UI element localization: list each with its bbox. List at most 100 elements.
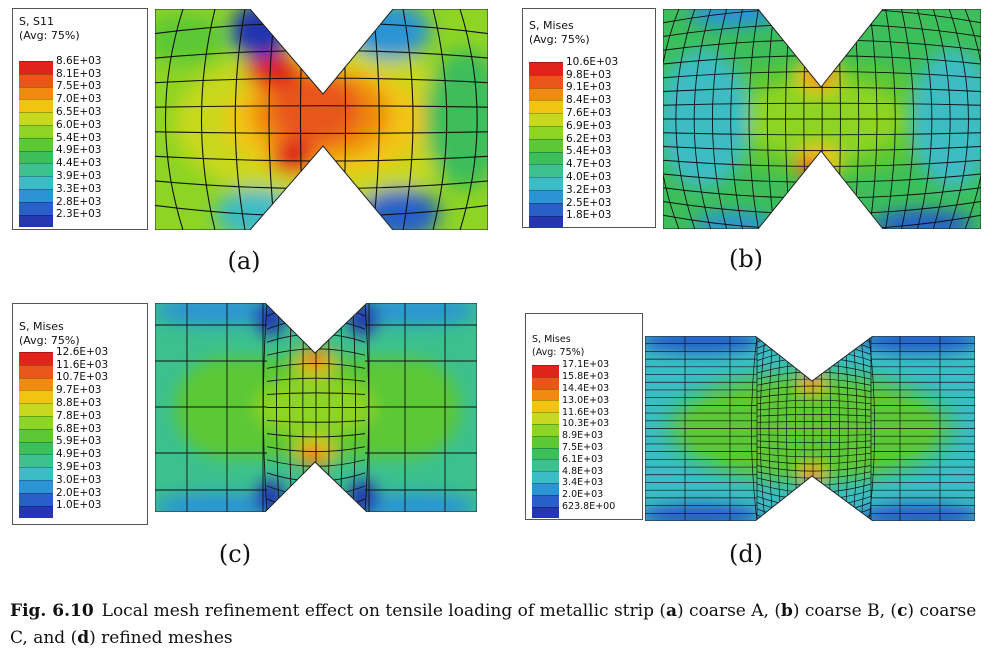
mesh-edge [751,336,758,521]
mesh-edge [663,146,981,152]
mesh-edge [756,399,872,405]
mesh-edge [675,9,696,229]
mesh-edge [693,9,712,229]
mesh-edge [932,9,951,229]
legend-tick-label: 11.6E+03 [56,358,109,371]
mesh-edge [756,514,872,521]
legend-tick-label: 4.8E+03 [562,465,604,477]
legend-swatch [19,492,53,506]
legend-tick-label: 4.9E+03 [56,448,102,461]
legend-swatch [532,447,559,460]
legend-tick-label: 2.0E+03 [56,486,102,499]
mesh-edge [164,9,184,230]
legend-swatch [19,428,53,442]
mesh-edge [901,9,914,229]
mesh-edge [266,446,366,453]
legend-tick-label: 2.3E+03 [56,208,102,221]
legend-swatch [19,364,53,378]
mesh-edge [432,9,448,230]
legend-panel-a: S, S11 (Avg: 75%) 8.6E+03 8.1E+03 7.5E+03 7… [12,8,148,230]
legend-swatch [19,176,53,189]
legend-swatch [529,138,563,152]
mesh-edge [268,9,276,230]
legend-swatch [19,454,53,468]
contour-plot-b [663,9,981,229]
mesh-edge [756,434,872,437]
mesh-edge [748,9,759,229]
legend-tick-label: 4.4E+03 [56,157,102,170]
legend-tick-label: 4.0E+03 [566,170,612,183]
mesh-edge [266,420,366,423]
legend-tick-label: 11.6E+03 [562,406,610,418]
legend-swatch [19,352,53,365]
mesh-edge [756,458,872,465]
legend-swatch [19,403,53,416]
mesh-edge [266,377,366,382]
legend-tick-label: 3.4E+03 [562,477,604,489]
mesh-edge [663,9,981,24]
legend-swatch [19,189,53,202]
mesh-edge [712,9,728,229]
legend-tick-label: 4.7E+03 [566,158,612,171]
caption-text: ) coarse A, ( [677,601,781,621]
legend-tick-label: 10.6E+03 [566,55,619,68]
legend-tick-label: 623.8E+00 [562,500,616,512]
legend-swatch [19,99,53,113]
legend-swatch [532,400,559,413]
legend-swatch [532,483,559,495]
legend-average: (Avg: 75%) [19,29,80,42]
caption-text: ) coarse C, and ( [10,601,977,648]
legend-tick-label: 10.7E+03 [56,371,109,384]
mesh-edge [155,105,488,108]
legend-swatch [532,435,559,448]
mesh-edge [756,385,872,392]
mesh-edge [756,508,872,521]
legend-swatch [19,73,53,87]
caption-fig-label: Fig. 6.10 [10,601,94,621]
legend-swatch [529,151,563,165]
legend-swatch [529,215,563,229]
legend-swatch [19,467,53,480]
mesh-edge [756,452,872,458]
legend-tick-label: 6.9E+03 [566,119,612,132]
legend-swatch [532,506,559,519]
legend-tick-label: 9.7E+03 [56,384,102,397]
mesh-edge [756,465,872,472]
legend-variable: S, Mises [532,334,571,345]
legend-tick-label: 6.0E+03 [56,118,102,131]
mesh-edge [756,392,872,399]
mesh-edge [756,414,872,417]
legend-tick-label: 8.6E+03 [56,54,102,67]
mesh-edge [916,9,933,229]
legend-swatch [532,459,559,472]
legend-tick-label: 8.1E+03 [56,67,102,80]
contour-plot-d [645,336,975,521]
mesh-edge [663,102,981,106]
caption-text: ) refined meshes [89,628,233,648]
legend-swatch [19,416,53,429]
legend-swatch [19,480,53,493]
caption-text: Local mesh refinement effect on tensile … [101,601,666,621]
legend-tick-label: 3.0E+03 [56,473,102,486]
legend-swatch [532,388,559,401]
caption-ref-b: b [780,601,793,621]
legend-tick-label: 3.9E+03 [56,460,102,473]
mesh-edge [402,9,414,230]
mesh-edge [200,9,216,230]
legend-swatch [529,126,563,139]
legend-tick-label: 6.8E+03 [56,422,102,435]
mesh-edge [364,303,370,512]
legend-swatch [529,177,563,190]
mesh-edge [756,440,872,444]
legend-tick-label: 2.8E+03 [56,195,102,208]
legend-tick-label: 6.1E+03 [562,453,604,465]
legend-swatch [19,505,53,519]
legend-tick-label: 7.6E+03 [566,106,612,119]
mesh-edge [885,9,896,229]
legend-tick-label: 1.8E+03 [566,209,612,222]
legend-average: (Avg: 75%) [19,334,80,347]
legend-swatch [19,125,53,138]
legend-tick-label: 7.0E+03 [56,93,102,106]
legend-swatch [532,471,559,483]
legend-average: (Avg: 75%) [529,33,590,46]
